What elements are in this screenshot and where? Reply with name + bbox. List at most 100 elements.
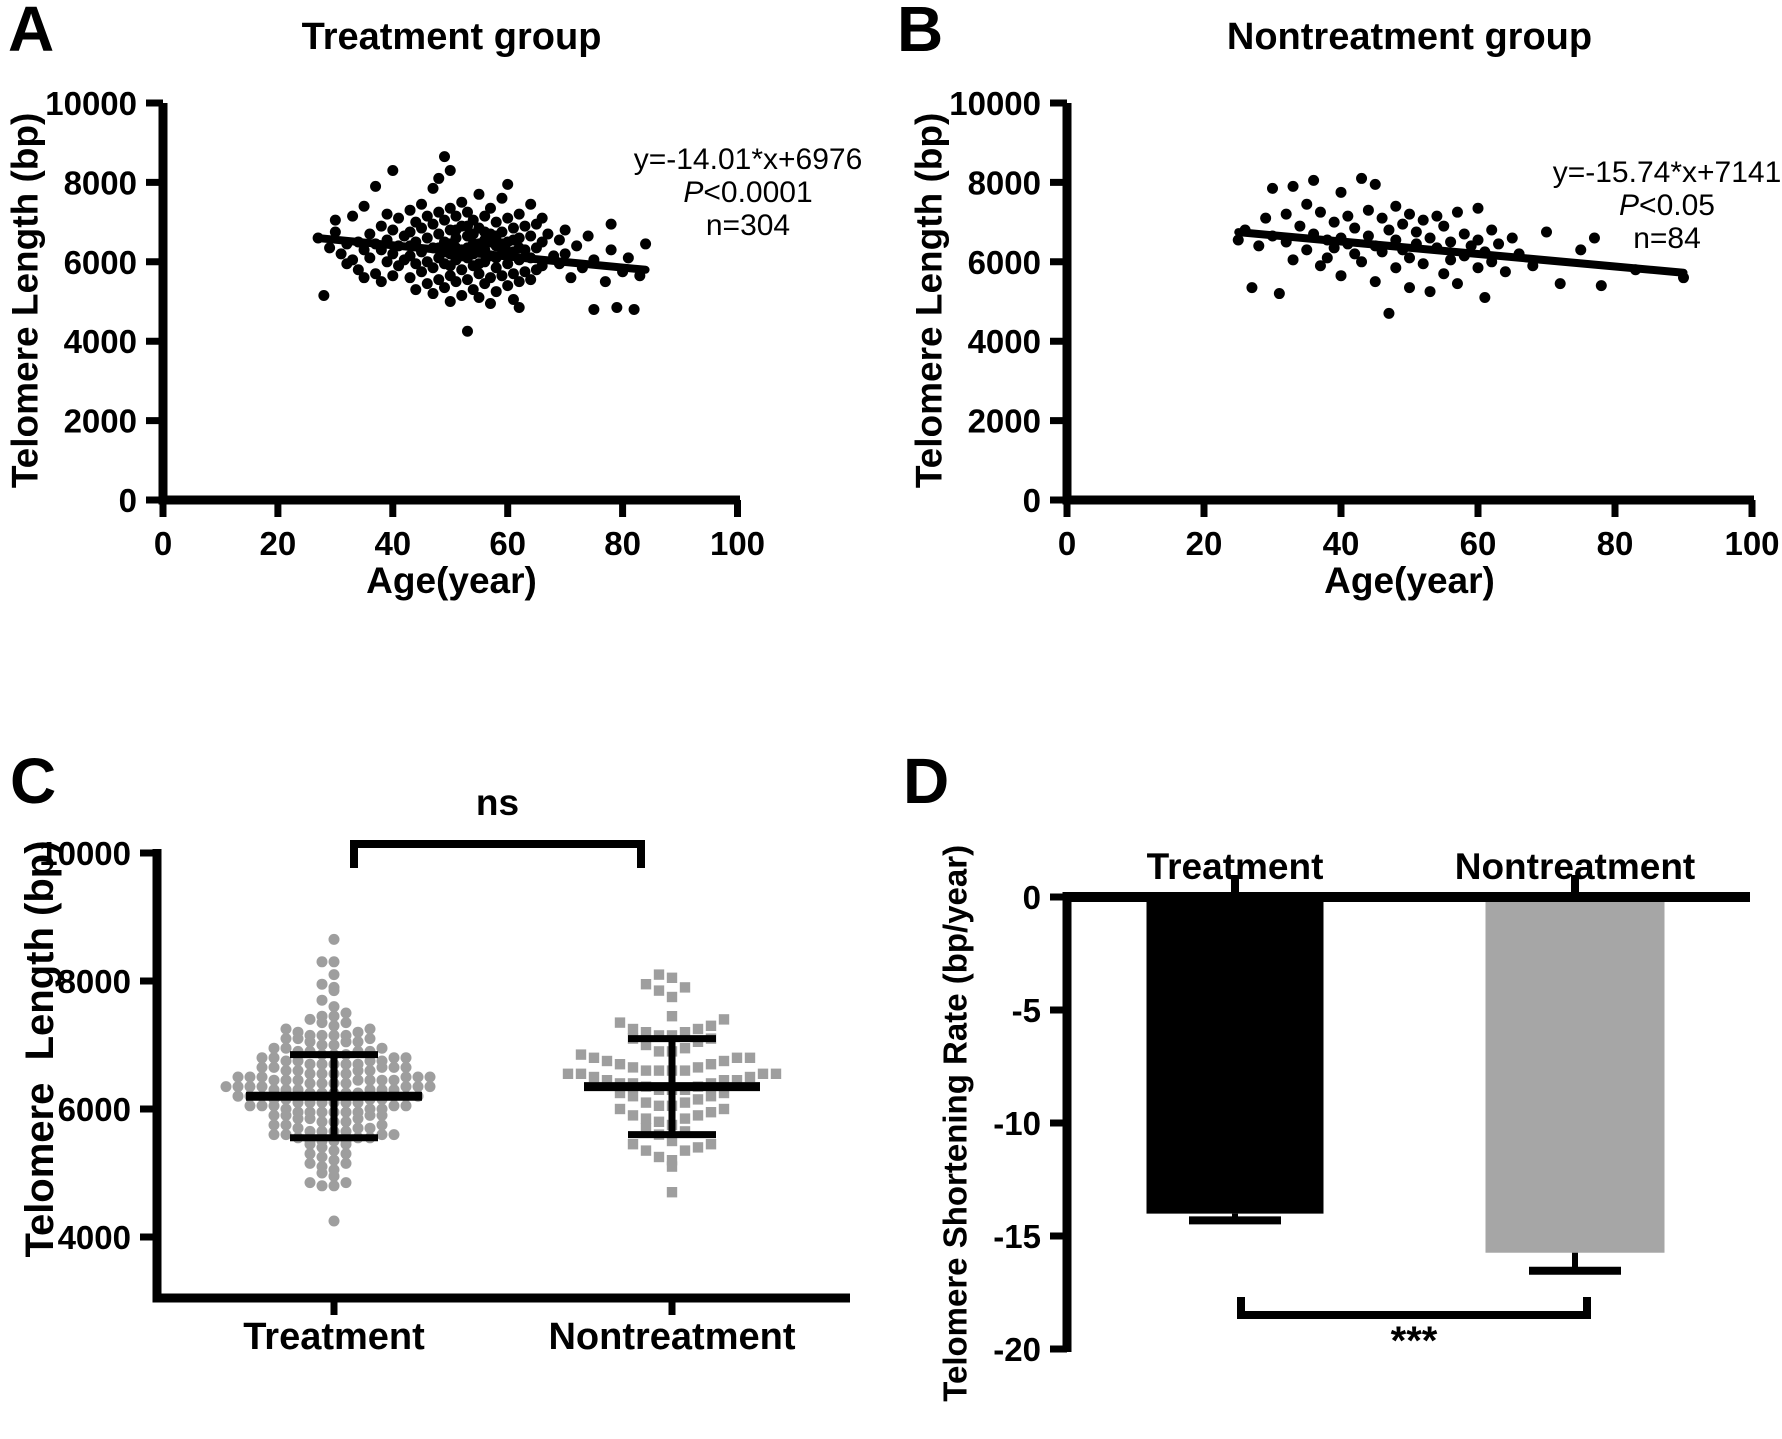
swarm-point bbox=[614, 1017, 626, 1028]
swarm-point bbox=[679, 1145, 691, 1156]
data-point bbox=[404, 226, 416, 238]
panel-a-annotation: y=-14.01*x+6976 P<0.0001 n=304 bbox=[573, 143, 923, 242]
panel-a-title: Treatment group bbox=[301, 16, 602, 58]
swarm-point bbox=[388, 1074, 400, 1086]
data-point bbox=[444, 296, 456, 307]
data-point bbox=[507, 222, 519, 234]
data-point bbox=[410, 284, 422, 296]
panel-a-n: n=304 bbox=[705, 209, 791, 242]
data-point bbox=[473, 268, 485, 280]
panel-C-swarm-treatment bbox=[220, 933, 436, 1227]
swarm-point bbox=[352, 1026, 364, 1038]
data-point bbox=[387, 270, 399, 282]
swarm-point bbox=[280, 1119, 292, 1131]
data-point bbox=[421, 232, 433, 244]
swarm-point bbox=[268, 1109, 280, 1121]
swarm-point bbox=[280, 1129, 292, 1141]
panel-D-axes: 0 -5 -10 -15 -20 bbox=[993, 875, 1750, 1368]
data-point bbox=[1472, 262, 1484, 274]
swarm-point bbox=[731, 1052, 743, 1063]
swarm-point bbox=[292, 1074, 304, 1086]
regression-line bbox=[314, 234, 650, 274]
swarm-point bbox=[666, 972, 678, 983]
swarm-point bbox=[268, 1074, 280, 1086]
tick-label: 80 bbox=[1597, 525, 1634, 562]
data-point bbox=[1335, 270, 1347, 282]
data-point bbox=[559, 224, 571, 236]
swarm-point bbox=[280, 1065, 292, 1077]
panel-B-regression-line bbox=[1234, 228, 1688, 277]
data-point bbox=[496, 226, 508, 238]
swarm-point bbox=[376, 1109, 388, 1121]
swarm-point bbox=[268, 1042, 280, 1054]
swarm-point bbox=[352, 1058, 364, 1070]
data-point bbox=[456, 290, 468, 302]
swarm-point bbox=[316, 1180, 328, 1192]
data-point bbox=[387, 224, 399, 236]
data-point bbox=[1287, 180, 1299, 192]
swarm-point bbox=[666, 1161, 678, 1172]
panel-c-ns-label: ns bbox=[475, 782, 520, 823]
data-point bbox=[571, 240, 583, 252]
data-point bbox=[329, 226, 341, 238]
swarm-point bbox=[316, 1077, 328, 1089]
data-point bbox=[1541, 226, 1552, 238]
swarm-point bbox=[340, 1017, 352, 1029]
swarm-point bbox=[316, 1058, 328, 1070]
data-point bbox=[502, 280, 514, 292]
data-point bbox=[433, 206, 445, 218]
data-point bbox=[1308, 174, 1320, 186]
data-point bbox=[416, 198, 428, 210]
panel-c-y-axis-label: Telomere Length (bp) bbox=[18, 840, 62, 1258]
swarm-point bbox=[653, 1116, 665, 1127]
swarm-point bbox=[400, 1061, 412, 1073]
swarm-point bbox=[328, 985, 340, 997]
data-point bbox=[1253, 240, 1265, 252]
swarm-point bbox=[376, 1055, 388, 1067]
data-point bbox=[347, 254, 359, 266]
swarm-point bbox=[340, 1148, 352, 1160]
data-point bbox=[536, 212, 548, 224]
swarm-point bbox=[692, 1110, 704, 1121]
data-point bbox=[1267, 182, 1278, 194]
data-point bbox=[1301, 198, 1313, 210]
swarm-point bbox=[328, 1001, 340, 1013]
swarm-point bbox=[692, 1023, 704, 1035]
data-point bbox=[1472, 234, 1484, 246]
data-point bbox=[513, 208, 525, 220]
tick-label: 20 bbox=[260, 525, 297, 562]
swarm-point bbox=[653, 985, 665, 996]
data-point bbox=[375, 276, 387, 288]
swarm-point bbox=[705, 1107, 717, 1118]
data-point bbox=[1390, 262, 1402, 274]
tick-label: 20 bbox=[1186, 525, 1223, 562]
tick-label: 2000 bbox=[968, 403, 1041, 440]
data-point bbox=[416, 266, 428, 278]
swarm-point bbox=[244, 1071, 256, 1083]
tick-label: 0 bbox=[1023, 879, 1041, 916]
data-point bbox=[553, 234, 565, 246]
tick-label: 100 bbox=[1724, 525, 1779, 562]
data-point bbox=[559, 248, 571, 260]
swarm-point bbox=[328, 1170, 340, 1182]
data-point bbox=[1445, 236, 1457, 248]
swarm-point bbox=[705, 1020, 717, 1031]
swarm-point bbox=[304, 1138, 316, 1150]
swarm-point bbox=[328, 1029, 340, 1041]
panel-a-letter: A bbox=[8, 0, 55, 65]
swarm-point bbox=[328, 969, 340, 981]
swarm-point bbox=[770, 1068, 782, 1079]
panel-A-axes: 0 2000 4000 6000 8000 10000 0 20 40 60 80 100 bbox=[45, 85, 765, 562]
tick-label: 4000 bbox=[968, 323, 1041, 360]
swarm-point bbox=[316, 1039, 328, 1051]
tick-label: 60 bbox=[489, 525, 526, 562]
swarm-point bbox=[412, 1081, 424, 1093]
swarm-point bbox=[304, 1148, 316, 1160]
tick-label: -15 bbox=[993, 1218, 1041, 1255]
swarm-point bbox=[364, 1065, 376, 1077]
swarm-point bbox=[679, 1043, 691, 1054]
data-point bbox=[416, 222, 428, 234]
panel-C-significance-bracket bbox=[350, 840, 645, 868]
data-point bbox=[467, 284, 479, 296]
data-point bbox=[1451, 206, 1463, 218]
